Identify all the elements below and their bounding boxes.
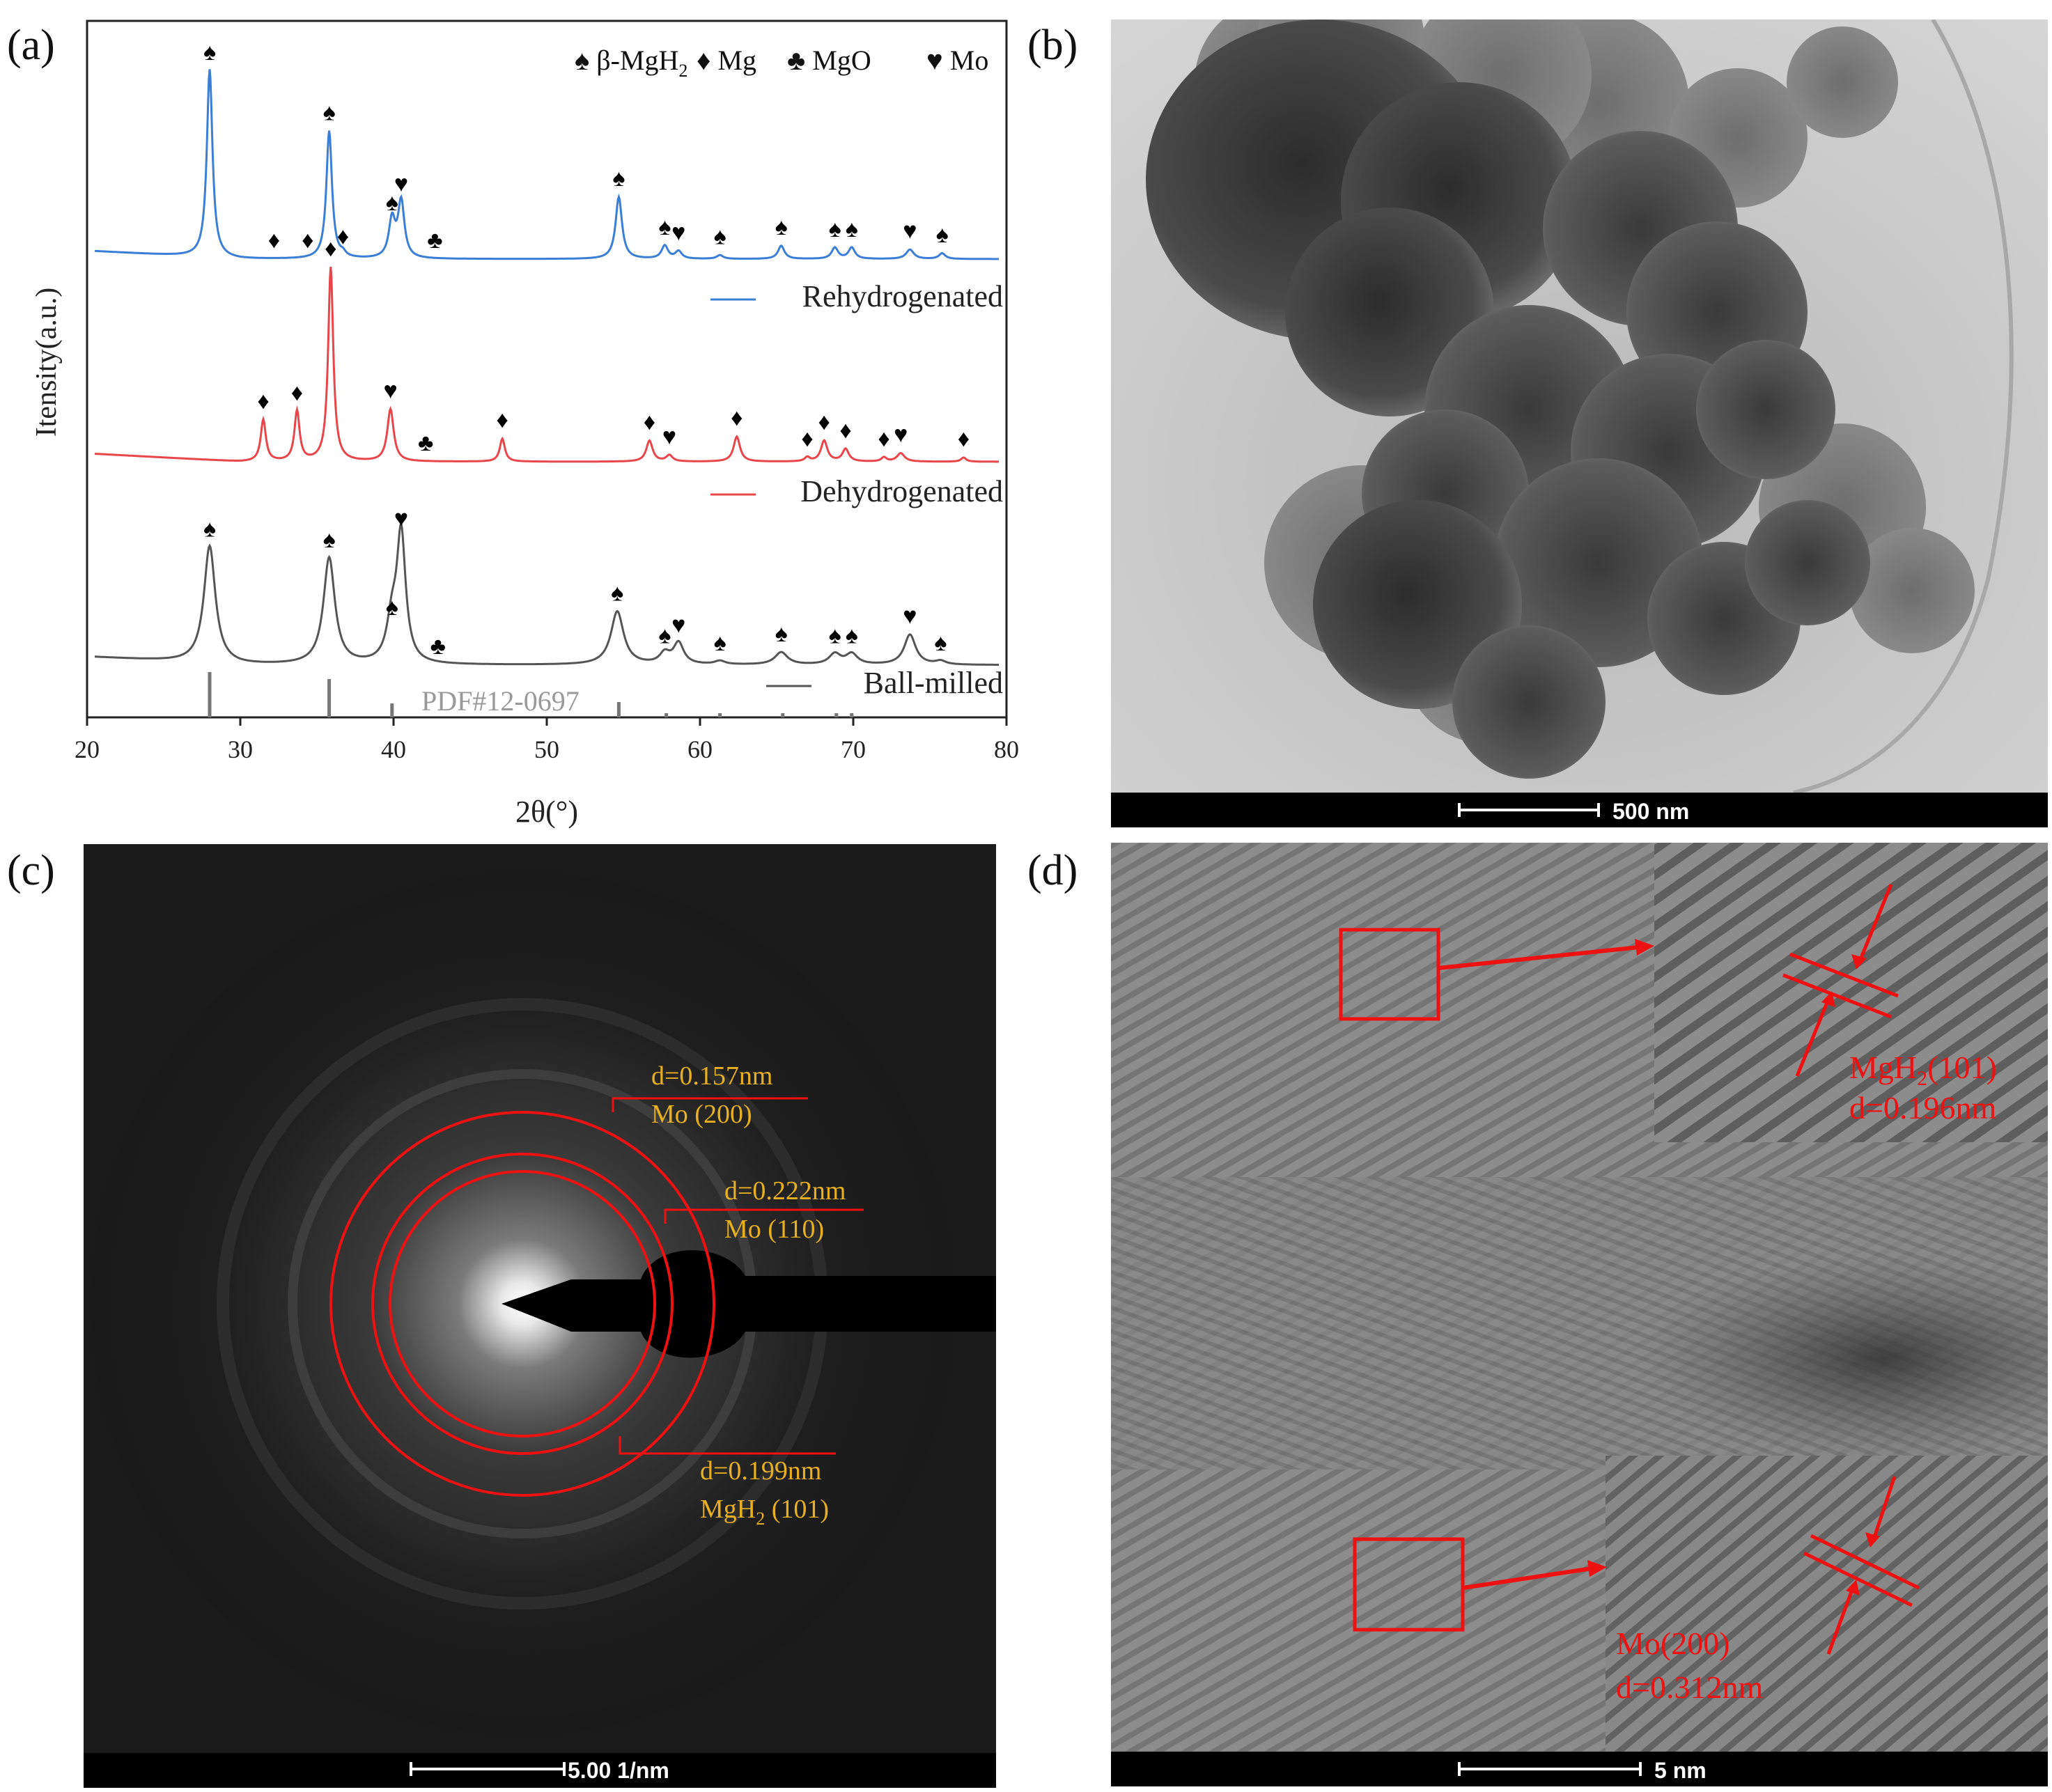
peak-marker-ball-milled-12: ♥ (903, 604, 917, 630)
x-tick-label-6: 80 (994, 735, 1019, 763)
inset2-label: Mo(200) (1616, 1626, 1730, 1661)
peak-marker-ball-milled-0: ♠ (203, 517, 216, 543)
legend-entry-1: ♦ Mg (697, 45, 756, 76)
plot-frame (86, 20, 1008, 719)
ring3-d: d=0.199nm (700, 1456, 822, 1486)
peak-marker-rehydrogenated-7: ♣ (427, 228, 442, 254)
peak-marker-ball-milled-6: ♠ (658, 623, 671, 649)
inset1-label: MgH2(101) (1849, 1050, 1997, 1090)
series-name-rehydrogenated: Rehydrogenated (802, 279, 1003, 313)
peak-marker-dehydrogenated-0: ♦ (257, 389, 269, 414)
saed-pattern: d=0.157nm Mo (200) d=0.222nm Mo (110) d=… (84, 844, 996, 1788)
selection-box-2 (1353, 1537, 1465, 1632)
series-name-ball-milled: Ball-milled (864, 666, 1003, 700)
reference-label: PDF#12-0697 (421, 685, 580, 717)
inset-mgh2 (1654, 843, 2048, 1142)
selection-box-1 (1339, 928, 1440, 1021)
peak-marker-ball-milled-1: ♠ (323, 527, 336, 553)
peak-marker-ball-milled-8: ♠ (714, 630, 726, 656)
series-line-dehydrogenated (94, 266, 999, 463)
peak-marker-dehydrogenated-4: ♣ (418, 430, 433, 456)
peak-marker-dehydrogenated-11: ♦ (839, 418, 851, 444)
peak-marker-rehydrogenated-4: ♦ (337, 224, 349, 250)
peak-marker-rehydrogenated-1: ♦ (268, 228, 280, 254)
inset-mo (1606, 1456, 2048, 1752)
series-line-rehydrogenated (94, 69, 999, 260)
peak-marker-rehydrogenated-9: ♠ (658, 215, 671, 240)
panel-b-label: (b) (1027, 22, 1078, 69)
peak-marker-ball-milled-2: ♠ (386, 595, 398, 621)
peak-marker-rehydrogenated-8: ♠ (612, 166, 625, 192)
ring-mo-110 (389, 1170, 656, 1438)
peak-marker-dehydrogenated-3: ♥ (384, 378, 398, 404)
ring3-label: MgH2 (101) (700, 1495, 829, 1529)
panel-a-label: (a) (7, 22, 55, 69)
peak-marker-rehydrogenated-16: ♠ (936, 222, 949, 248)
legend-entry-2: ♣ MgO (787, 45, 871, 76)
peak-marker-dehydrogenated-8: ♦ (731, 405, 743, 431)
panel-c-label: (c) (7, 847, 55, 894)
x-tick-label-1: 30 (228, 735, 253, 763)
ring2-d: d=0.222nm (724, 1176, 846, 1206)
inset1-d: d=0.196nm (1849, 1090, 1996, 1125)
peak-marker-rehydrogenated-14: ♠ (846, 217, 858, 242)
peak-marker-dehydrogenated-2: ♦ (325, 236, 336, 262)
peak-marker-dehydrogenated-7: ♥ (662, 424, 676, 450)
tem-image: 500 nm (1111, 20, 2048, 827)
legend-entry-3: ♥ Mo (926, 45, 988, 76)
peak-marker-ball-milled-3: ♥ (394, 506, 408, 531)
x-tick-label-5: 70 (841, 735, 866, 763)
peak-marker-rehydrogenated-5: ♠ (386, 190, 398, 216)
panel-d-label: (d) (1027, 847, 1078, 894)
peak-marker-rehydrogenated-11: ♠ (714, 224, 726, 250)
peak-marker-rehydrogenated-6: ♥ (394, 171, 408, 197)
peak-marker-dehydrogenated-6: ♦ (644, 410, 655, 435)
peak-marker-ball-milled-9: ♠ (775, 621, 788, 647)
series-name-dehydrogenated: Dehydrogenated (800, 474, 1003, 508)
peak-marker-rehydrogenated-3: ♠ (323, 100, 336, 125)
y-axis-label: Itensity(a.u.) (31, 288, 63, 437)
peak-marker-ball-milled-11: ♠ (846, 623, 858, 649)
series-line-ball-milled (95, 521, 999, 666)
x-tick-label-3: 50 (534, 735, 559, 763)
peak-marker-dehydrogenated-1: ♦ (291, 380, 303, 406)
peak-marker-rehydrogenated-15: ♥ (903, 219, 917, 244)
peak-marker-ball-milled-7: ♥ (671, 612, 685, 638)
scale-bar-label: 5 nm (1654, 1758, 1707, 1783)
ring1-label: Mo (200) (651, 1100, 752, 1129)
peak-marker-rehydrogenated-2: ♦ (302, 228, 313, 254)
scale-bar-label: 500 nm (1612, 799, 1689, 824)
legend-entry-0: ♠ β-MgH2 (575, 45, 687, 81)
x-tick-label-0: 20 (75, 735, 100, 763)
peak-marker-ball-milled-5: ♠ (611, 581, 623, 607)
inset2-d: d=0.312nm (1616, 1669, 1763, 1705)
ring-mo-200 (329, 1111, 715, 1497)
scale-bar-label: 5.00 1/nm (568, 1758, 669, 1783)
peak-marker-rehydrogenated-12: ♠ (775, 215, 788, 240)
peak-marker-dehydrogenated-12: ♦ (878, 426, 889, 452)
peak-marker-dehydrogenated-10: ♦ (818, 410, 830, 435)
peak-marker-rehydrogenated-10: ♥ (671, 220, 685, 246)
xrd-chart: ♠♦ ♦♠♦♠♥♣♠♠ ♥ ♠ ♠ ♠ ♠ ♥ ♠♦ ♦♦♥♣♦ ♦♥♦♦♦ ♦ ♦ ♥ ♦♠ ♠♠♥♣♠♠ ♥… (31, 20, 1019, 829)
peak-marker-ball-milled-4: ♣ (430, 634, 446, 660)
x-axis-label: 2θ(°) (515, 795, 578, 829)
ring1-d: d=0.157nm (651, 1061, 773, 1091)
peak-marker-rehydrogenated-0: ♠ (203, 40, 216, 65)
peak-marker-ball-milled-10: ♠ (829, 623, 841, 649)
peak-marker-dehydrogenated-14: ♦ (958, 426, 970, 452)
hrtem-image: MgH2(101) d=0.196nm Mo(200) d=0.312nm 5 … (1111, 843, 2048, 1786)
peak-marker-rehydrogenated-13: ♠ (829, 217, 841, 242)
x-tick-label-2: 40 (381, 735, 406, 763)
peak-marker-ball-milled-13: ♠ (934, 630, 947, 656)
peak-marker-dehydrogenated-13: ♥ (894, 422, 908, 448)
x-tick-label-4: 60 (687, 735, 713, 763)
peak-marker-dehydrogenated-5: ♦ (497, 407, 508, 433)
ring2-label: Mo (110) (724, 1215, 824, 1244)
ring-mgh2-101 (371, 1153, 674, 1455)
peak-marker-dehydrogenated-9: ♦ (801, 426, 813, 452)
